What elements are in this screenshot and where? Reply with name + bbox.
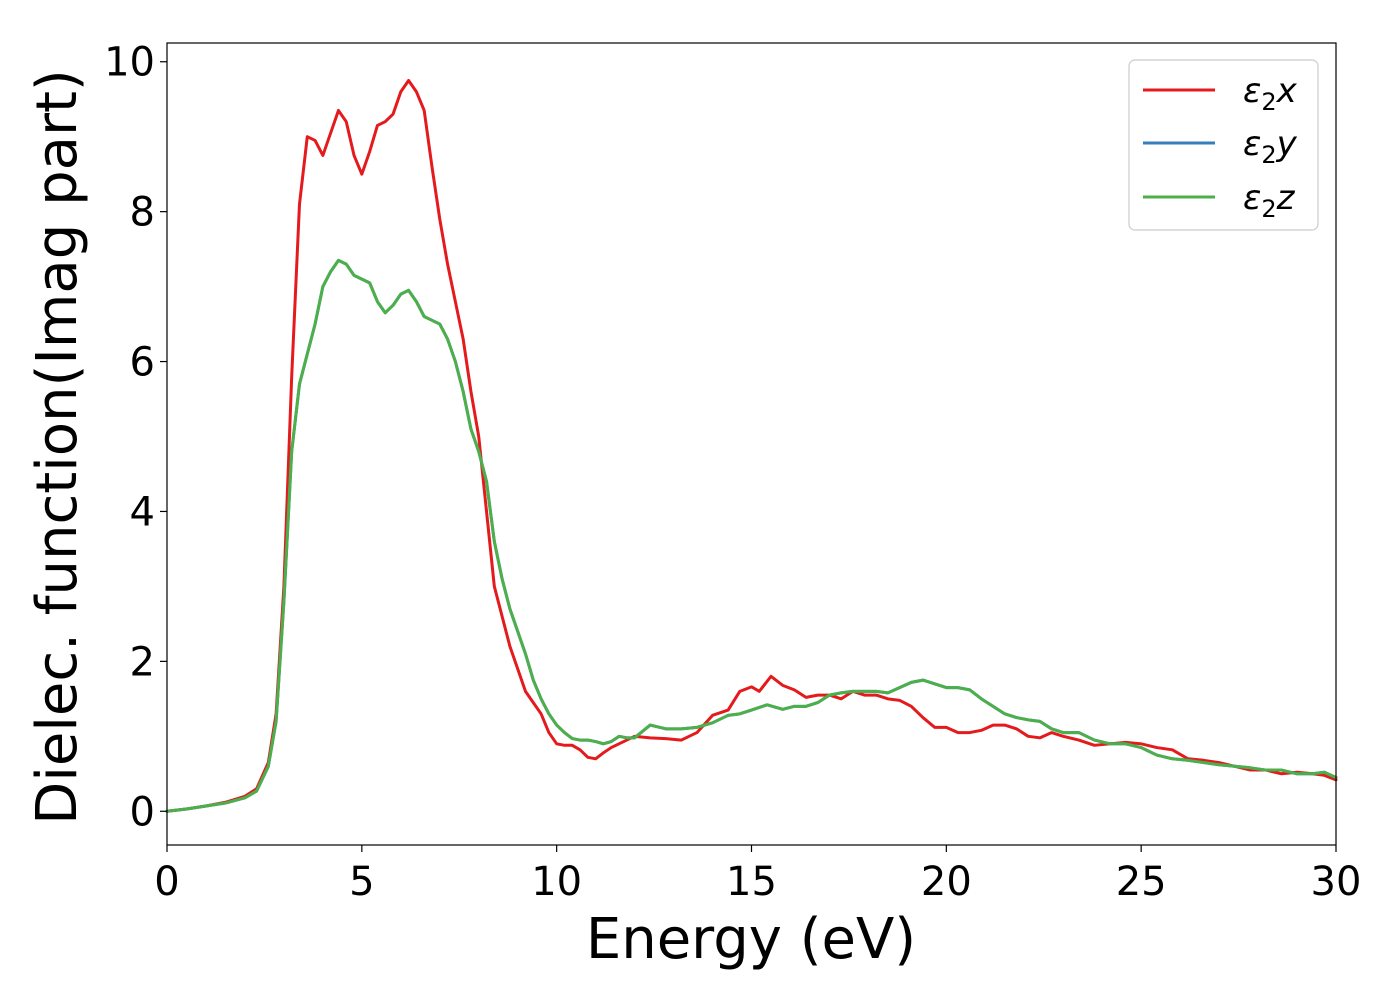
legend-label-z: ε2z xyxy=(1243,178,1296,223)
series-line-z xyxy=(165,258,1338,813)
y-tick-label: 4 xyxy=(130,489,155,535)
x-axis-title: Energy (eV) xyxy=(586,907,916,972)
y-axis-ticks: 0 2 4 6 8 10 xyxy=(104,40,167,835)
x-tick-label: 5 xyxy=(349,859,374,905)
y-axis-title: Dielec. function(Imag part) xyxy=(25,69,90,825)
y-tick-label: 0 xyxy=(130,789,155,835)
x-axis-ticks: 0 5 10 15 20 25 30 xyxy=(154,845,1361,905)
x-tick-label: 25 xyxy=(1116,859,1167,905)
y-tick-label: 2 xyxy=(130,639,155,685)
series-layer xyxy=(165,78,1338,813)
legend-label-x: ε2x xyxy=(1243,71,1298,116)
x-tick-label: 10 xyxy=(531,859,582,905)
series-line-y xyxy=(165,258,1338,813)
legend: ε2x ε2y ε2z xyxy=(1128,59,1319,231)
y-tick-label: 10 xyxy=(104,40,155,86)
x-tick-label: 30 xyxy=(1311,859,1362,905)
legend-box xyxy=(1128,59,1319,231)
x-tick-label: 0 xyxy=(154,859,179,905)
y-tick-label: 6 xyxy=(130,340,155,386)
legend-label-y: ε2y xyxy=(1243,124,1298,169)
y-tick-label: 8 xyxy=(130,190,155,236)
x-tick-label: 15 xyxy=(726,859,777,905)
x-tick-label: 20 xyxy=(921,859,972,905)
